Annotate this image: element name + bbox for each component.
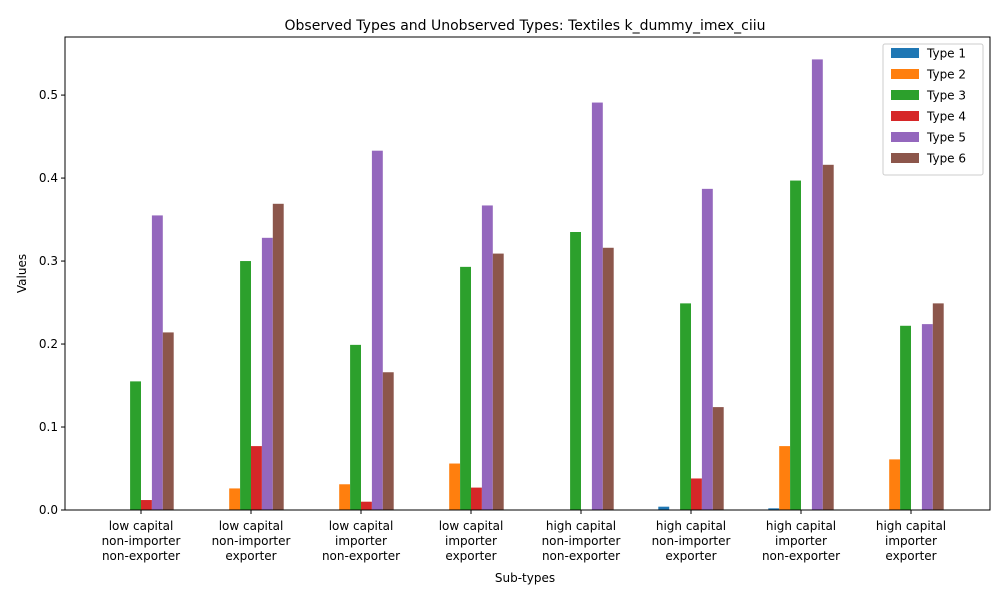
x-tick-label: exporter xyxy=(445,549,496,563)
bar-type-6-cat-4 xyxy=(492,253,504,510)
y-tick-label: 0.4 xyxy=(39,171,58,185)
bar-type-6-cat-5 xyxy=(602,247,614,510)
x-tick-label: high capital xyxy=(766,519,836,533)
bar-type-6-cat-3 xyxy=(382,372,394,510)
bar-type-5-cat-3 xyxy=(371,150,383,510)
y-tick-label: 0.5 xyxy=(39,88,58,102)
bar-type-6-cat-8 xyxy=(932,303,944,510)
x-tick-label: high capital xyxy=(656,519,726,533)
x-tick-label: exporter xyxy=(665,549,716,563)
y-axis-ticks: 0.0 0.1 0.2 0.3 0.4 0.5 xyxy=(39,88,65,517)
bar-type-6-cat-6 xyxy=(712,407,724,510)
x-tick-label: non-importer xyxy=(102,534,181,548)
x-axis-label: Sub-types xyxy=(495,571,555,585)
x-tick-label: low capital xyxy=(439,519,504,533)
bar-type-6-cat-7 xyxy=(822,164,834,511)
legend-label: Type 1 xyxy=(926,47,966,61)
x-tick-label: importer xyxy=(445,534,497,548)
bar-type-2-cat-8 xyxy=(889,459,901,510)
y-tick-label: 0.0 xyxy=(39,503,58,517)
bar-type-6-cat-2 xyxy=(272,203,284,510)
bar-type-5-cat-8 xyxy=(921,324,933,510)
y-axis-label: Values xyxy=(15,254,29,293)
plot-area-frame xyxy=(64,36,991,511)
bar-type-5-cat-1 xyxy=(151,215,163,510)
bar-type-3-cat-4 xyxy=(460,266,471,510)
x-tick-label: non-exporter xyxy=(102,549,180,563)
x-tick-label: non-importer xyxy=(652,534,731,548)
x-tick-label: importer xyxy=(775,534,827,548)
x-tick-label: importer xyxy=(885,534,937,548)
bar-type-3-cat-3 xyxy=(350,344,361,510)
bar-type-4-cat-3 xyxy=(361,501,372,510)
x-tick-label: low capital xyxy=(109,519,174,533)
bar-type-5-cat-6 xyxy=(701,188,713,510)
legend-label: Type 3 xyxy=(926,89,966,103)
bar-type-3-cat-5 xyxy=(570,232,581,510)
bar-type-5-cat-7 xyxy=(811,59,823,510)
bar-type-4-cat-6 xyxy=(691,478,702,510)
bar-type-1-cat-6 xyxy=(658,506,670,510)
bar-type-3-cat-1 xyxy=(130,381,141,510)
legend-swatch xyxy=(891,153,919,163)
x-tick-label: non-exporter xyxy=(322,549,400,563)
x-tick-label: high capital xyxy=(876,519,946,533)
bar-type-5-cat-4 xyxy=(481,205,493,510)
legend-label: Type 4 xyxy=(926,110,966,124)
x-tick-label: high capital xyxy=(546,519,616,533)
bar-type-2-cat-7 xyxy=(779,446,791,510)
x-tick-label: non-exporter xyxy=(762,549,840,563)
legend-label: Type 6 xyxy=(926,152,966,166)
bar-type-4-cat-1 xyxy=(141,500,152,510)
x-tick-label: exporter xyxy=(225,549,276,563)
legend-label: Type 2 xyxy=(926,68,966,82)
legend-swatch xyxy=(891,111,919,121)
x-tick-label: importer xyxy=(335,534,387,548)
legend: Type 1 Type 2 Type 3 Type 4 Type 5 Type 6 xyxy=(882,43,984,176)
bar-type-6-cat-1 xyxy=(162,332,174,510)
x-tick-label: non-importer xyxy=(212,534,291,548)
x-tick-label: non-exporter xyxy=(542,549,620,563)
bar-type-4-cat-4 xyxy=(471,487,482,510)
x-tick-label: exporter xyxy=(885,549,936,563)
bar-type-2-cat-3 xyxy=(339,484,351,510)
bar-type-3-cat-7 xyxy=(790,180,801,511)
x-tick-label: low capital xyxy=(329,519,394,533)
legend-swatch xyxy=(891,48,919,58)
y-tick-label: 0.1 xyxy=(39,420,58,434)
legend-swatch xyxy=(891,69,919,79)
legend-swatch xyxy=(891,132,919,142)
bar-type-3-cat-6 xyxy=(680,303,691,510)
legend-swatch xyxy=(891,90,919,100)
bar-type-2-cat-4 xyxy=(449,463,461,510)
bar-type-1-cat-7 xyxy=(768,508,780,510)
bar-type-4-cat-2 xyxy=(251,446,262,510)
x-tick-label: low capital xyxy=(219,519,284,533)
legend-label: Type 5 xyxy=(926,131,966,145)
bar-type-2-cat-2 xyxy=(229,488,241,510)
bars-group xyxy=(130,59,944,511)
chart-title: Observed Types and Unobserved Types: Tex… xyxy=(285,18,766,34)
bar-type-3-cat-2 xyxy=(240,261,251,510)
bar-type-3-cat-8 xyxy=(900,325,911,510)
y-tick-label: 0.3 xyxy=(39,254,58,268)
y-tick-label: 0.2 xyxy=(39,337,58,351)
bar-type-5-cat-2 xyxy=(261,237,273,510)
x-tick-label: non-importer xyxy=(542,534,621,548)
bar-type-5-cat-5 xyxy=(591,102,603,510)
